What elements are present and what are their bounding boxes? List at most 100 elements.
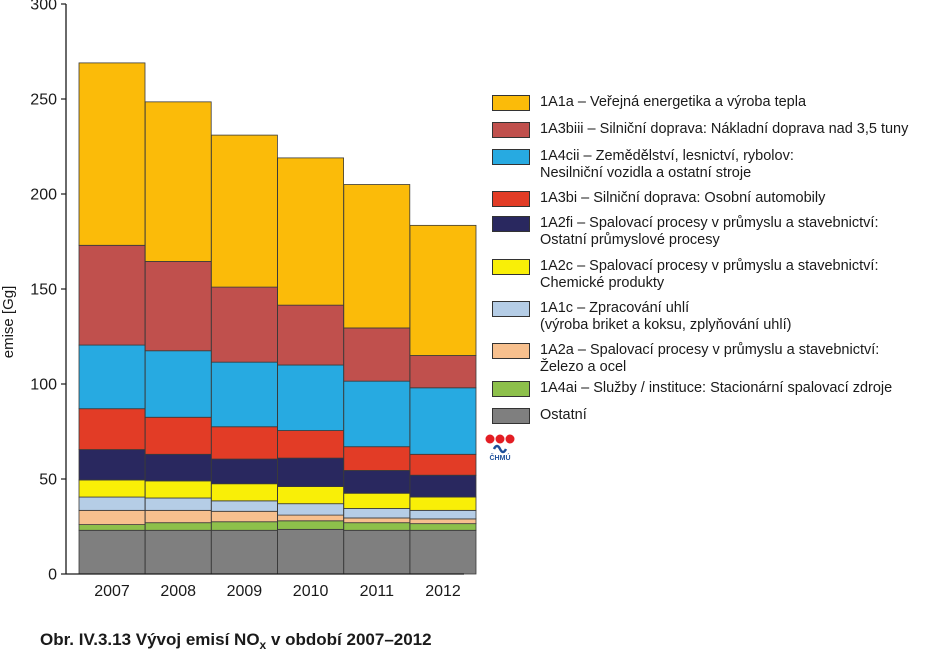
bar-segment-2007-s1 xyxy=(78,524,146,531)
bar-segment-2009-s6 xyxy=(210,426,278,460)
legend-label: 1A4ai – Služby / instituce: Stacionární … xyxy=(540,380,893,396)
bar-segment-2011-s6 xyxy=(343,446,411,471)
bar-segment-2010-s5 xyxy=(277,457,345,488)
bar-segment-2009-s2 xyxy=(210,510,278,523)
legend-swatch xyxy=(492,216,530,232)
bar-segment-2009-s3 xyxy=(210,500,278,512)
bar-segment-2008-s1 xyxy=(144,522,212,531)
bar-segment-2012-s2 xyxy=(409,518,477,525)
bar-segment-2010-s9 xyxy=(277,157,345,306)
bar-segment-2012-s4 xyxy=(409,496,477,511)
x-tick-label-2009: 2009 xyxy=(227,583,263,600)
bar-segment-2010-s1 xyxy=(277,520,345,530)
bar-segment-2008-s0 xyxy=(144,529,212,575)
legend-item-0: 1A1a – Veřejná energetika a výroba tepla xyxy=(492,94,807,111)
bar-segment-2007-s9 xyxy=(78,62,146,246)
bar-segment-2009-s4 xyxy=(210,483,278,502)
legend-label: Ostatní xyxy=(540,407,587,423)
bar-segment-2011-s8 xyxy=(343,327,411,382)
bar-segment-2009-s7 xyxy=(210,361,278,428)
bar-segment-2011-s1 xyxy=(343,522,411,531)
bar-segment-2009-s0 xyxy=(210,529,278,575)
y-tick-label-0: 0 xyxy=(48,567,57,584)
bar-segment-2007-s7 xyxy=(78,344,146,410)
legend-swatch xyxy=(492,122,530,138)
legend-item-9: Ostatní xyxy=(492,407,587,424)
bar-segment-2010-s0 xyxy=(277,528,345,575)
y-axis-label: emise [Gg] xyxy=(0,286,17,359)
bar-segment-2008-s3 xyxy=(144,497,212,511)
stacked-bar-chart: 0 50 100 150 200 250 300 2007 2008 2009 2010 2011 20… xyxy=(0,0,477,600)
bar-segment-2012-s8 xyxy=(409,355,477,389)
bar-segment-2010-s7 xyxy=(277,364,345,431)
legend-item-2: 1A4cii – Zemědělství, lesnictví, rybolov… xyxy=(492,148,794,182)
bar-segment-2008-s7 xyxy=(144,350,212,418)
bar-segment-2009-s1 xyxy=(210,521,278,531)
y-tick-label-150: 150 xyxy=(30,282,57,299)
bar-segment-2009-s8 xyxy=(210,286,278,363)
legend-item-6: 1A1c – Zpracování uhlí (výroba briket a … xyxy=(492,300,792,334)
chmu-logo-icon xyxy=(485,434,515,454)
x-tick-label-2010: 2010 xyxy=(293,583,329,600)
legend-item-7: 1A2a – Spalovací procesy v průmyslu a st… xyxy=(492,342,880,376)
bar-segment-2010-s3 xyxy=(277,503,345,516)
legend-item-1: 1A3biii – Silniční doprava: Nákladní dop… xyxy=(492,121,909,138)
y-tick-label-100: 100 xyxy=(30,377,57,394)
bar-segment-2012-s5 xyxy=(409,474,477,498)
bar-segment-2007-s5 xyxy=(78,449,146,481)
bar-segment-2010-s6 xyxy=(277,430,345,459)
bar-segment-2008-s2 xyxy=(144,509,212,524)
y-tick-label-300: 300 xyxy=(30,0,57,14)
x-tick-label-2007: 2007 xyxy=(94,583,130,600)
legend-swatch xyxy=(492,191,530,207)
bar-segment-2012-s3 xyxy=(409,509,477,520)
bar-segment-2011-s7 xyxy=(343,380,411,448)
y-tick-label-200: 200 xyxy=(30,187,57,204)
bar-segment-2012-s0 xyxy=(409,529,477,575)
legend-label: 1A1c – Zpracování uhlí (výroba briket a … xyxy=(540,300,792,333)
bar-segment-2011-s5 xyxy=(343,470,411,494)
y-tick-label-50: 50 xyxy=(39,472,57,489)
bar-segment-2011-s4 xyxy=(343,492,411,509)
chmu-logo-text: ČHMÚ xyxy=(489,455,511,462)
legend-item-3: 1A3bi – Silniční doprava: Osobní automob… xyxy=(492,190,826,207)
bar-segment-2008-s6 xyxy=(144,416,212,455)
legend-item-5: 1A2c – Spalovací procesy v průmyslu a st… xyxy=(492,258,879,292)
caption-prefix: Obr. IV.3.13 Vývoj emisí NO xyxy=(40,630,260,649)
bar-segment-2011-s2 xyxy=(343,517,411,524)
bar-segment-2012-s9 xyxy=(409,224,477,356)
bar-segment-2007-s8 xyxy=(78,244,146,346)
legend-label: 1A1a – Veřejná energetika a výroba tepla xyxy=(540,94,807,110)
legend-label: 1A2fi – Spalovací procesy v průmyslu a s… xyxy=(540,215,879,248)
legend-label: 1A3bi – Silniční doprava: Osobní automob… xyxy=(540,190,826,206)
bar-segment-2009-s9 xyxy=(210,134,278,288)
bar-segment-2012-s1 xyxy=(409,523,477,531)
caption-subscript: x xyxy=(259,638,267,652)
legend-swatch xyxy=(492,259,530,275)
bar-segment-2008-s5 xyxy=(144,453,212,482)
figure-caption: Obr. IV.3.13 Vývoj emisí NOx v období 20… xyxy=(40,630,432,652)
bar-segment-2008-s8 xyxy=(144,261,212,352)
bar-segment-2007-s4 xyxy=(78,479,146,498)
bar-segment-2011-s9 xyxy=(343,184,411,329)
bar-segment-2007-s6 xyxy=(78,408,146,450)
bar-segment-2012-s6 xyxy=(409,453,477,476)
legend-item-8: 1A4ai – Služby / instituce: Stacionární … xyxy=(492,380,893,397)
legend-swatch xyxy=(492,95,530,111)
legend-item-4: 1A2fi – Spalovací procesy v průmyslu a s… xyxy=(492,215,879,249)
bar-segment-2007-s0 xyxy=(78,529,146,575)
bar-segment-2008-s9 xyxy=(144,101,212,262)
legend-label: 1A4cii – Zemědělství, lesnictví, rybolov… xyxy=(540,148,794,181)
legend-label: 1A3biii – Silniční doprava: Nákladní dop… xyxy=(540,121,909,137)
x-tick-label-2011: 2011 xyxy=(360,583,395,600)
legend-swatch xyxy=(492,381,530,397)
bar-segment-2011-s3 xyxy=(343,508,411,519)
legend-swatch xyxy=(492,343,530,359)
bar-segment-2007-s2 xyxy=(78,509,146,526)
legend-label: 1A2c – Spalovací procesy v průmyslu a st… xyxy=(540,258,879,291)
legend-label: 1A2a – Spalovací procesy v průmyslu a st… xyxy=(540,342,880,375)
bar-segment-2010-s4 xyxy=(277,486,345,505)
bar-segment-2010-s8 xyxy=(277,304,345,366)
bars-layer xyxy=(78,62,477,575)
bar-segment-2008-s4 xyxy=(144,480,212,499)
